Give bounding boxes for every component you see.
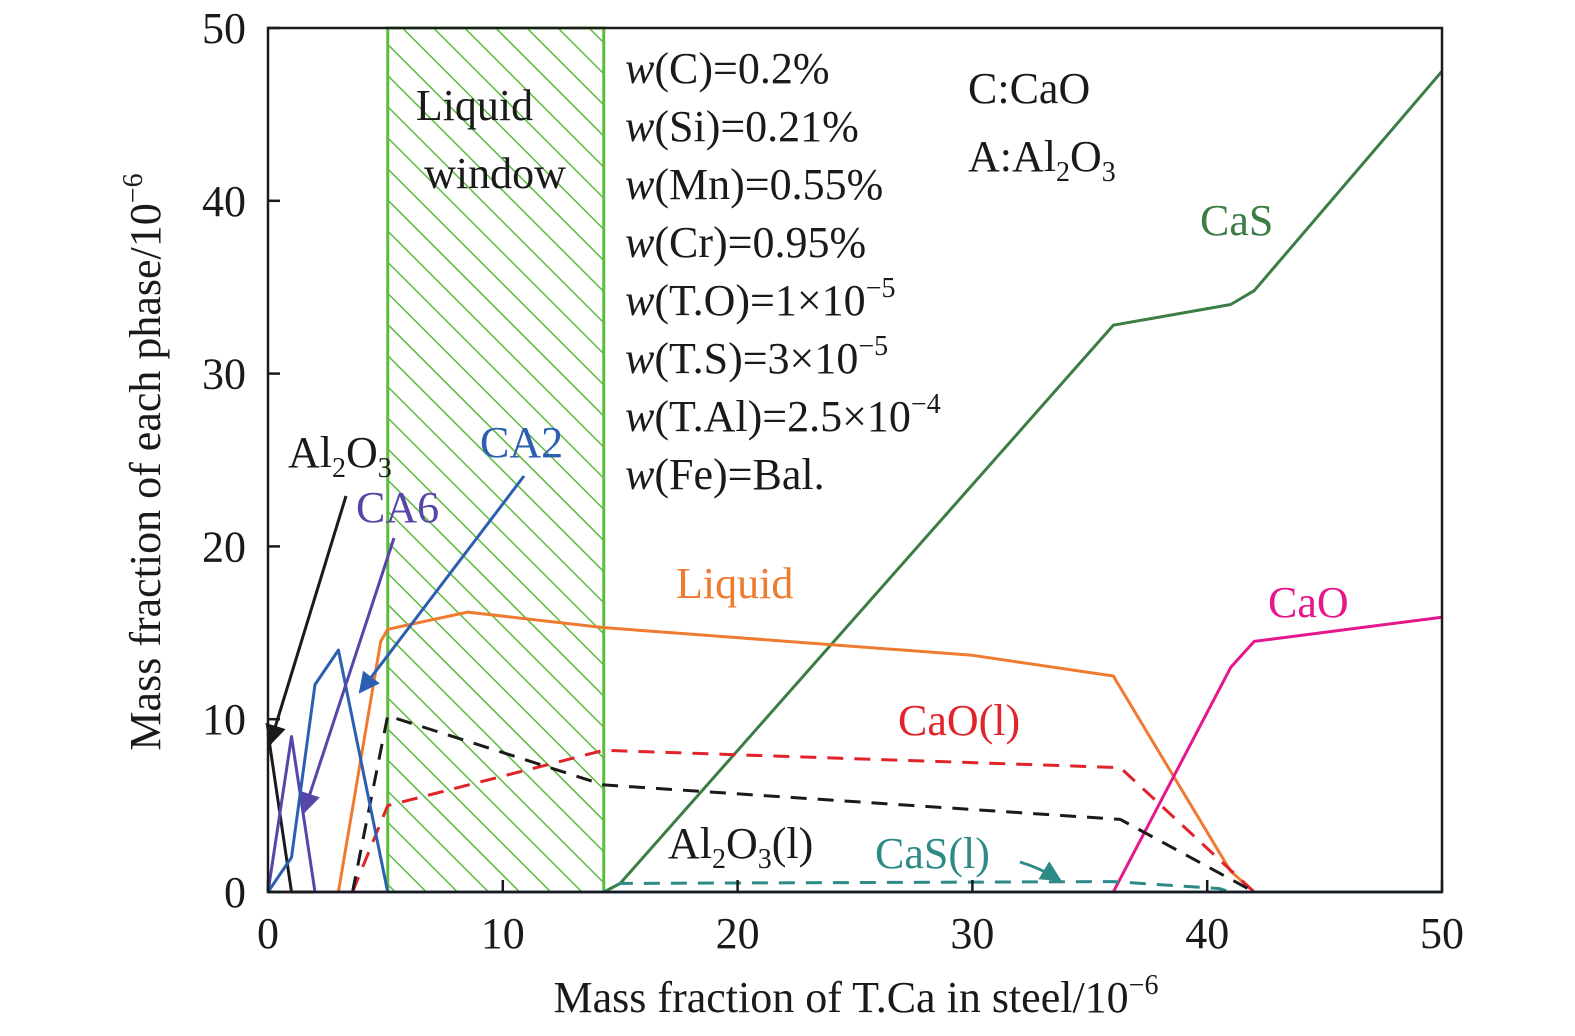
label-al2o3: Al2O3: [288, 428, 392, 484]
label-ca2: CA2: [480, 418, 563, 467]
tick-layer: 0 10 20 30 40 50 0 10 20 30 40 50: [202, 4, 1464, 958]
label-al2o3l: Al2O3(l): [668, 819, 813, 875]
arrow-al2o3: [265, 495, 348, 747]
legend-key-line2: A:Al2O3: [968, 132, 1116, 188]
y-tick-label: 30: [202, 350, 246, 399]
composition-line: w(Mn)=0.55%: [625, 160, 883, 209]
label-cao: CaO: [1268, 578, 1349, 627]
plot-frame: [266, 26, 1444, 894]
arrow-casl: [1019, 860, 1062, 882]
label-ca6: CA6: [356, 483, 439, 532]
x-tick-label: 50: [1420, 909, 1464, 958]
composition-line: w(T.S)=3×10−5: [625, 331, 888, 383]
steel-composition-block: w(C)=0.2% w(Si)=0.21% w(Mn)=0.55% w(Cr)=0.9…: [625, 44, 941, 499]
x-tick-label: 10: [481, 909, 525, 958]
y-tick-label: 0: [224, 868, 246, 917]
composition-line: w(T.Al)=2.5×10−4: [625, 389, 941, 441]
liquid-window-region: [386, 26, 606, 894]
arrow-ca6: [299, 537, 396, 814]
x-tick-label: 20: [716, 909, 760, 958]
liquid-window-label: Liquid window: [416, 81, 566, 198]
y-tick-label: 50: [202, 4, 246, 53]
label-caol: CaO(l): [898, 696, 1020, 745]
x-tick-label: 30: [950, 909, 994, 958]
label-cas: CaS: [1200, 196, 1273, 245]
composition-line: w(Si)=0.21%: [625, 102, 859, 151]
composition-line: w(T.O)=1×10−5: [625, 273, 895, 325]
composition-line: w(C)=0.2%: [625, 44, 829, 93]
x-tick-label: 0: [257, 909, 279, 958]
x-axis-title: Mass fraction of T.Ca in steel/10−6: [554, 970, 1159, 1022]
y-tick-label: 20: [202, 522, 246, 571]
arrow-ca2: [358, 475, 526, 694]
label-liquid: Liquid: [676, 559, 793, 608]
y-tick-label: 40: [202, 177, 246, 226]
series-caol: [351, 748, 1442, 894]
y-tick-label: 10: [202, 695, 246, 744]
label-casl: CaS(l): [875, 829, 990, 878]
composition-line: w(Fe)=Bal.: [625, 450, 825, 499]
legend-key-line1: C:CaO: [968, 64, 1090, 113]
y-axis-title: Mass fraction of each phase/10−6: [118, 173, 170, 750]
composition-line: w(Cr)=0.95%: [625, 218, 866, 267]
x-tick-label: 40: [1185, 909, 1229, 958]
